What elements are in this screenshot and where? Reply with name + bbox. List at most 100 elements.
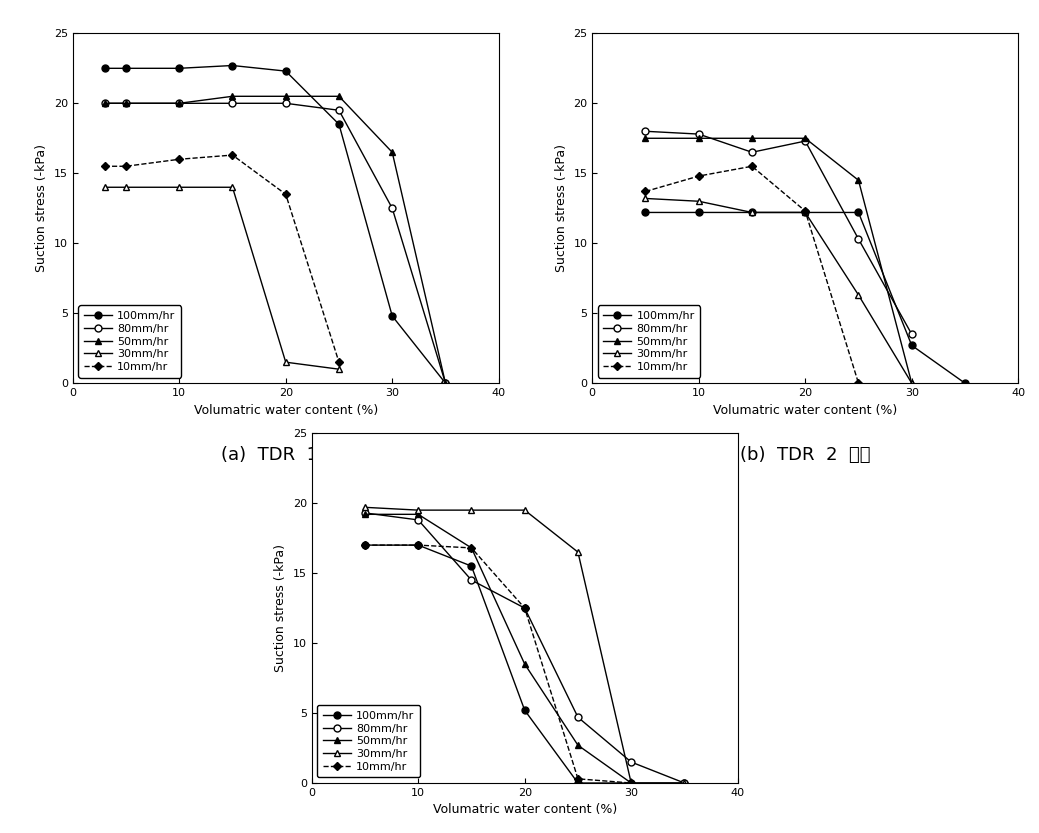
100mm/hr: [518, 706, 531, 716]
80mm/hr: [119, 98, 132, 108]
Legend: 100mm/hr, 80mm/hr, 50mm/hr, 30mm/hr, 10mm/hr: 100mm/hr, 80mm/hr, 50mm/hr, 30mm/hr, 10m…: [78, 306, 181, 377]
X-axis label: Volumatric water content (%): Volumatric water content (%): [193, 404, 378, 416]
100mm/hr: [332, 119, 345, 129]
10mm/hr: [624, 778, 637, 788]
80mm/hr: [332, 105, 345, 115]
10mm/hr: [411, 540, 425, 550]
50mm/hr: [358, 509, 371, 519]
30mm/hr: [411, 505, 425, 515]
80mm/hr: [852, 234, 864, 244]
10mm/hr: [172, 154, 186, 164]
Text: (a)  TDR  1  위치: (a) TDR 1 위치: [220, 446, 351, 464]
80mm/hr: [906, 329, 918, 339]
80mm/hr: [624, 757, 637, 767]
50mm/hr: [518, 659, 531, 669]
50mm/hr: [624, 778, 637, 788]
10mm/hr: [358, 540, 371, 550]
80mm/hr: [387, 203, 399, 213]
X-axis label: Volumatric water content (%): Volumatric water content (%): [432, 804, 617, 816]
50mm/hr: [639, 133, 651, 143]
50mm/hr: [746, 133, 758, 143]
Y-axis label: Suction stress (-kPa): Suction stress (-kPa): [555, 144, 567, 272]
30mm/hr: [119, 182, 132, 192]
100mm/hr: [465, 561, 478, 571]
100mm/hr: [411, 540, 425, 550]
50mm/hr: [799, 133, 811, 143]
100mm/hr: [799, 207, 811, 217]
Line: 10mm/hr: 10mm/hr: [102, 152, 342, 365]
10mm/hr: [852, 378, 864, 388]
50mm/hr: [332, 92, 345, 102]
10mm/hr: [746, 162, 758, 172]
100mm/hr: [571, 778, 584, 788]
50mm/hr: [411, 509, 425, 519]
X-axis label: Volumatric water content (%): Volumatric water content (%): [713, 404, 898, 416]
80mm/hr: [358, 508, 371, 518]
100mm/hr: [624, 778, 637, 788]
Line: 50mm/hr: 50mm/hr: [101, 92, 449, 387]
50mm/hr: [906, 378, 918, 388]
80mm/hr: [465, 575, 478, 585]
100mm/hr: [959, 378, 971, 388]
Line: 30mm/hr: 30mm/hr: [642, 195, 915, 387]
30mm/hr: [332, 364, 345, 374]
30mm/hr: [571, 547, 584, 557]
Line: 50mm/hr: 50mm/hr: [362, 511, 635, 786]
50mm/hr: [279, 92, 292, 102]
30mm/hr: [678, 778, 691, 788]
50mm/hr: [99, 98, 111, 108]
100mm/hr: [279, 66, 292, 76]
50mm/hr: [571, 741, 584, 751]
10mm/hr: [639, 187, 651, 197]
30mm/hr: [639, 193, 651, 203]
10mm/hr: [119, 162, 132, 172]
30mm/hr: [99, 182, 111, 192]
30mm/hr: [227, 182, 239, 192]
50mm/hr: [692, 133, 704, 143]
80mm/hr: [639, 127, 651, 137]
100mm/hr: [172, 63, 186, 73]
80mm/hr: [518, 603, 531, 613]
Line: 80mm/hr: 80mm/hr: [362, 510, 688, 786]
10mm/hr: [571, 774, 584, 784]
80mm/hr: [227, 98, 239, 108]
100mm/hr: [439, 378, 452, 388]
80mm/hr: [172, 98, 186, 108]
100mm/hr: [227, 61, 239, 71]
30mm/hr: [279, 357, 292, 367]
30mm/hr: [358, 502, 371, 512]
100mm/hr: [119, 63, 132, 73]
30mm/hr: [465, 505, 478, 515]
30mm/hr: [906, 378, 918, 388]
50mm/hr: [119, 98, 132, 108]
50mm/hr: [852, 175, 864, 185]
10mm/hr: [227, 150, 239, 160]
10mm/hr: [465, 543, 478, 553]
100mm/hr: [678, 778, 691, 788]
80mm/hr: [279, 98, 292, 108]
100mm/hr: [387, 311, 399, 321]
80mm/hr: [692, 129, 704, 139]
10mm/hr: [799, 206, 811, 216]
100mm/hr: [692, 207, 704, 217]
Y-axis label: Suction stress (-kPa): Suction stress (-kPa): [35, 144, 48, 272]
80mm/hr: [746, 147, 758, 157]
Line: 80mm/hr: 80mm/hr: [101, 100, 449, 387]
30mm/hr: [692, 197, 704, 207]
Line: 100mm/hr: 100mm/hr: [362, 541, 688, 786]
10mm/hr: [332, 357, 345, 367]
30mm/hr: [518, 505, 531, 515]
30mm/hr: [624, 778, 637, 788]
80mm/hr: [439, 378, 452, 388]
30mm/hr: [746, 207, 758, 217]
50mm/hr: [227, 92, 239, 102]
80mm/hr: [99, 98, 111, 108]
50mm/hr: [172, 98, 186, 108]
10mm/hr: [518, 603, 531, 613]
80mm/hr: [411, 515, 425, 525]
10mm/hr: [99, 162, 111, 172]
80mm/hr: [799, 136, 811, 146]
80mm/hr: [571, 712, 584, 722]
Line: 30mm/hr: 30mm/hr: [362, 504, 688, 786]
10mm/hr: [692, 171, 704, 181]
